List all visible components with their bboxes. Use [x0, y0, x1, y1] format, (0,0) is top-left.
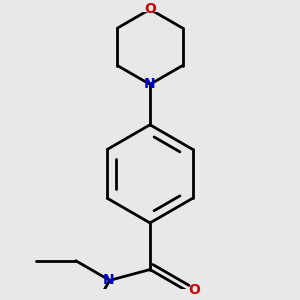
Text: N: N — [103, 273, 114, 287]
Text: O: O — [188, 284, 200, 297]
Text: O: O — [144, 2, 156, 16]
Text: N: N — [144, 77, 156, 92]
